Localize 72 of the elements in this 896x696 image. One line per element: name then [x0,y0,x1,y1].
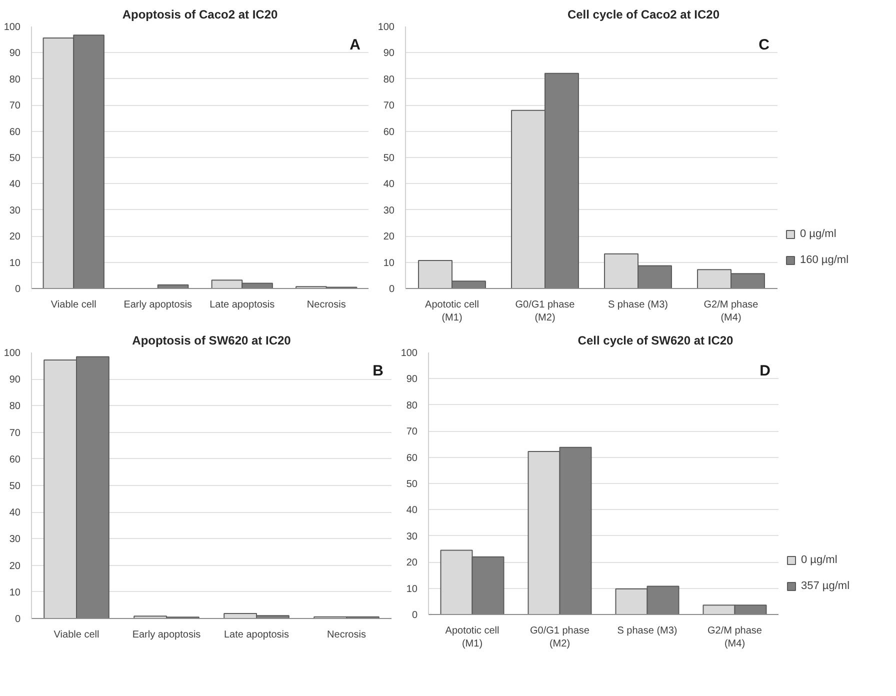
y-tick-label: 90 [406,374,418,386]
y-tick-label: 100 [400,348,418,359]
x-tick-label: G2/M phase (M4) [704,300,759,324]
x-tick-label: Necrosis [327,630,366,640]
y-tick-label: 100 [378,22,395,33]
y-tick-label: 70 [383,100,395,112]
y-tick-label: 20 [383,232,395,243]
x-tick-label: S phase (M3) [608,300,668,310]
y-tick-label: 50 [383,153,395,164]
y-tick-label: 70 [9,100,21,112]
y-tick-label: 100 [4,22,21,33]
y-tick-label: 30 [383,205,395,216]
x-tick-label: Viable cell [50,300,96,310]
y-tick-label: 30 [9,205,21,216]
y-tick-label: 20 [406,558,418,569]
y-tick-label: 50 [9,481,21,492]
y-tick-label: 0 [412,610,418,621]
x-tick-label: G2/M phase (M4) [708,626,762,650]
y-tick-label: 80 [383,74,395,86]
y-tick-label: 40 [9,179,21,190]
annotation: C [758,36,770,54]
annotation: D [760,362,771,380]
y-tick-label: 80 [406,400,418,412]
x-tick-label: Apototic cell (M1) [445,626,500,650]
chart-title: Cell cycle of Caco2 at IC20 [567,8,720,22]
y-tick-label: 20 [9,232,21,243]
x-tick-label: Early apoptosis [132,630,201,640]
y-tick-label: 10 [9,258,21,269]
y-tick-label: 60 [406,452,418,464]
y-tick-label: 0 [388,284,395,295]
y-tick-label: 40 [406,505,418,516]
y-tick-label: 60 [9,126,21,138]
x-tick-label: Late apoptosis [210,300,275,310]
y-tick-label: 10 [9,587,21,598]
chart-title: Apoptosis of SW620 at IC20 [132,334,292,348]
x-tick-label: Late apoptosis [224,630,290,640]
annotation: A [350,36,361,54]
y-tick-label: 50 [9,153,21,164]
legend-label: 357 µg/ml [801,580,850,592]
chart-title: Cell cycle of SW620 at IC20 [578,334,734,348]
y-tick-label: 20 [9,560,21,572]
y-tick-label: 50 [406,479,418,490]
x-tick-label: S phase (M3) [617,626,678,636]
y-tick-label: 30 [406,531,418,542]
y-tick-label: 80 [9,401,21,412]
y-tick-label: 40 [383,179,395,190]
x-tick-label: Viable cell [54,630,100,640]
x-tick-label: G0/G1 phase (M2) [515,300,576,324]
x-tick-label: Necrosis [306,300,346,310]
legend-label: 160 µg/ml [800,254,849,266]
y-tick-label: 10 [406,584,418,595]
legend-label: 0 µg/ml [800,228,836,240]
x-tick-label: Apototic cell (M1) [425,300,479,324]
y-tick-label: 40 [9,508,21,519]
y-tick-label: 0 [14,284,21,295]
y-tick-label: 90 [9,48,21,60]
y-tick-label: 0 [14,614,21,625]
y-tick-label: 100 [4,348,21,359]
annotation: B [372,362,384,380]
y-tick-label: 90 [383,48,395,60]
x-tick-label: G0/G1 phase (M2) [530,626,590,650]
y-tick-label: 60 [9,454,21,466]
y-tick-label: 10 [383,258,395,269]
x-tick-label: Early apoptosis [124,300,192,310]
y-tick-label: 30 [9,534,21,546]
chart-title: Apoptosis of Caco2 at IC20 [122,8,278,22]
y-tick-label: 90 [9,374,21,386]
y-tick-label: 70 [9,428,21,439]
y-tick-label: 60 [383,126,395,138]
y-tick-label: 80 [9,74,21,86]
legend-label: 0 µg/ml [801,554,838,566]
y-tick-label: 70 [406,426,418,438]
